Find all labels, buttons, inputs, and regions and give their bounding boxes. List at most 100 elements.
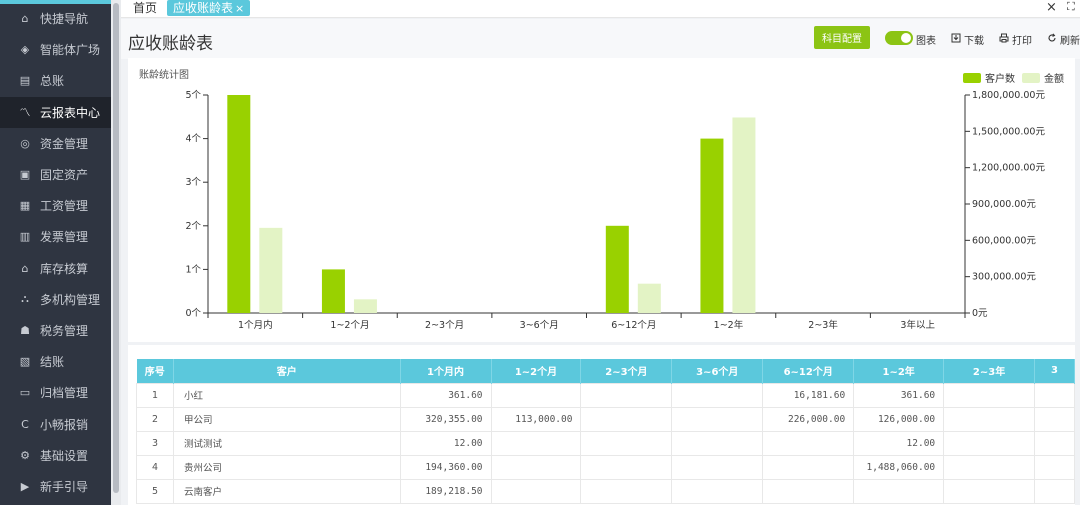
sidebar-item[interactable]: ☗ 税务管理 [0,315,111,346]
legend-item-customers[interactable]: 客户数 [963,70,1015,85]
amount-cell [762,430,855,456]
column-header[interactable]: 1~2年 [853,359,945,383]
sidebar-item[interactable]: ▧ 结账 [0,346,111,377]
refresh-icon [1047,33,1057,46]
legend-item-amount[interactable]: 金额 [1022,70,1064,85]
print-icon [999,33,1009,46]
column-header[interactable]: 1~2个月 [491,359,582,383]
amount-cell: 226,000.00 [762,406,855,432]
guide-icon: ▶ [20,480,30,493]
amount-cell [671,406,764,432]
close-icon[interactable]: × [235,2,245,15]
refresh-label: 刷新 [1060,36,1080,47]
sidebar-item[interactable]: ⛬ 多机构管理 [0,284,111,315]
scrollbar-thumb[interactable] [113,3,119,493]
sidebar-item[interactable]: C 小畅报销 [0,409,111,440]
sidebar-item-label: 库存核算 [40,261,89,276]
sidebar-item[interactable]: ◎ 资金管理 [0,128,111,159]
sidebar-item[interactable]: ▣ 固定资产 [0,159,111,190]
amount-cell [943,406,1036,432]
column-header[interactable]: 客户 [173,359,401,383]
customer-cell: 小红 [172,382,401,408]
sidebar-item-label: 小畅报销 [40,417,89,432]
tab-home[interactable]: 首页 [133,1,158,15]
amount-cell: 320,355.00 [399,406,492,432]
column-header[interactable]: 2~3个月 [580,359,673,383]
window-close-icon[interactable]: × [1046,0,1057,15]
amount-cell [1034,478,1075,504]
amount-cell [580,382,673,408]
table-row[interactable]: 4 贵州公司 194,360.00 1,488,060.00 [136,454,1075,480]
bar-amount [259,227,283,313]
column-header[interactable]: 3~6个月 [671,359,764,383]
column-header[interactable]: 序号 [136,359,174,383]
amount-cell [1034,406,1075,432]
x-tick-label: 1个月内 [238,319,273,331]
sidebar-item[interactable]: ⚙ 基础设置 [0,440,111,471]
sidebar-item[interactable]: ▤ 总账 [0,65,111,96]
column-header[interactable]: 6~12个月 [762,359,855,383]
settings-icon: ⚙ [20,448,30,462]
sidebar-scrollbar[interactable] [111,0,121,505]
sidebar-accent-line [0,0,111,4]
legend-label-amount: 金额 [1044,74,1064,85]
tab-bar: 首页 应收账龄表 × × ⛶ [121,0,1080,18]
sidebar-item[interactable]: ⌂ 库存核算 [0,253,111,284]
toggle-label-text: 图表 [916,36,936,47]
sidebar-item-label: 智能体广场 [40,43,101,58]
line-chart-icon: 〽 [19,106,31,120]
amount-cell [490,478,582,504]
sidebar-item[interactable]: ▦ 工资管理 [0,190,111,221]
table-row[interactable]: 2 甲公司 320,355.00 113,000.00 226,000.00 126,00… [136,406,1075,432]
sidebar-item[interactable]: ▶ 新手引导 [0,471,111,502]
amount-cell: 361.60 [853,382,945,408]
download-button[interactable]: 下载 [951,32,984,47]
warehouse-icon: ⌂ [21,261,29,275]
sidebar-item[interactable]: ▥ 发票管理 [0,221,111,252]
fullscreen-icon[interactable]: ⛶ [1067,0,1075,13]
bar-customer-count [605,225,629,313]
table-row[interactable]: 1 小红 361.60 16,181.60 361.60 [136,382,1075,408]
row-index: 3 [136,430,174,456]
bar-amount [637,283,661,313]
aging-chart-card: 账龄统计图 客户数 金额 0个 1个 2个 3个 4个 5个 0元 300,000.00元 60… [128,58,1075,342]
sidebar-item[interactable]: ⌂ 快捷导航 [0,3,111,34]
amount-cell [671,454,764,480]
amount-cell [671,382,764,408]
sidebar-item[interactable]: ▭ 归档管理 [0,377,111,408]
chart-toggle-label[interactable]: 图表 [916,32,936,47]
chart-toggle[interactable] [885,31,913,45]
x-tick-label: 1~2个月 [330,320,369,331]
print-button[interactable]: 打印 [999,32,1032,47]
aging-table-card: 序号 客户 1个月内 1~2个月 2~3个月 3~6个月 6~12个月 1~2年 2~3年 3 1… [128,345,1075,505]
tab-aging-report[interactable]: 应收账龄表 × [167,0,251,16]
amount-cell: 189,218.50 [399,478,492,504]
x-tick-label: 3年以上 [900,319,935,331]
sidebar-item[interactable]: ◈ 智能体广场 [0,34,111,65]
table-row[interactable]: 3 测试测试 12.00 12.00 [136,430,1075,456]
sidebar-item[interactable]: 〽云报表中心 [0,96,111,128]
sidebar-item-label: 快捷导航 [40,12,89,26]
bar-amount [732,117,756,313]
amount-cell [853,478,945,504]
column-header[interactable]: 2~3年 [943,359,1036,383]
sidebar-item-label: 资金管理 [40,136,89,151]
legend-swatch-customers [963,72,981,83]
sidebar-item-label: 归档管理 [40,386,89,401]
y-right-tick-label: 1,500,000.00元 [972,126,1045,137]
column-header[interactable]: 3 [1034,359,1075,383]
amount-cell [762,454,855,480]
sidebar-item-label: 总账 [40,74,65,89]
sidebar-item-label: 多机构管理 [40,292,101,307]
amount-cell [580,454,673,480]
download-label: 下载 [964,36,984,47]
y-right-tick-label: 900,000.00元 [972,199,1036,210]
sidebar-item-label: 税务管理 [40,324,89,338]
column-header[interactable]: 1个月内 [400,359,492,383]
refresh-button[interactable]: 刷新 [1047,32,1080,47]
amount-cell [943,478,1036,504]
legend-label-customers: 客户数 [985,74,1015,85]
amount-cell [580,478,673,504]
account-config-button[interactable]: 科目配置 [814,26,870,49]
table-row[interactable]: 5 云南客户 189,218.50 [136,478,1075,504]
